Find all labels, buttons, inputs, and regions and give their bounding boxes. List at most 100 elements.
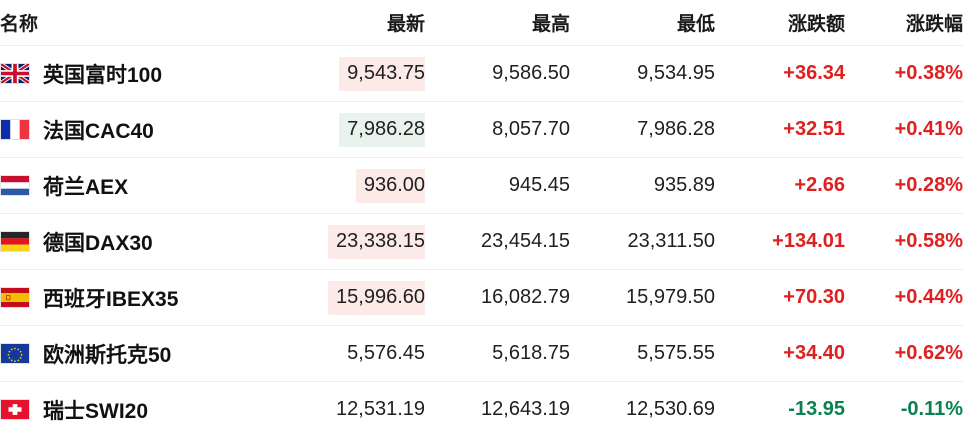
low-price-value: 5,575.55: [637, 342, 715, 364]
high-price-value: 16,082.79: [481, 286, 570, 308]
change-percent-value: -0.11%: [900, 398, 963, 421]
cell-change-percent: -0.11%: [845, 381, 963, 438]
index-name-label: 法国CAC40: [43, 119, 154, 143]
cell-index-name[interactable]: 欧洲斯托克50: [0, 325, 300, 382]
column-header-last[interactable]: 最新: [300, 0, 425, 46]
cell-last-price: 12,531.19: [300, 381, 425, 438]
low-price-value: 12,530.69: [626, 398, 715, 421]
change-amount-value: +32.51: [783, 118, 845, 140]
cell-last-price: 5,576.45: [300, 325, 425, 382]
column-header-high[interactable]: 最高: [425, 0, 570, 46]
cell-change-percent: +0.58%: [845, 213, 963, 270]
cell-high-price: 23,454.15: [425, 213, 570, 270]
cell-index-name[interactable]: 荷兰AEX: [0, 157, 300, 214]
table-row[interactable]: 瑞士SWI20 12,531.19 12,643.19 12,530.69 -13.95…: [0, 381, 963, 438]
flag-germany-icon: [0, 231, 30, 252]
change-amount-value: -13.95: [788, 398, 845, 421]
cell-low-price: 5,575.55: [570, 325, 715, 382]
cell-high-price: 945.45: [425, 157, 570, 214]
cell-low-price: 7,986.28: [570, 101, 715, 158]
cell-index-name[interactable]: 德国DAX30: [0, 213, 300, 270]
table-header-row: 名称 最新 最高 最低 涨跌额 涨跌幅: [0, 0, 963, 46]
change-amount-value: +134.01: [772, 230, 845, 252]
cell-change-amount: +70.30: [715, 269, 845, 326]
cell-change-percent: +0.62%: [845, 325, 963, 382]
cell-low-price: 935.89: [570, 157, 715, 214]
high-price-value: 945.45: [508, 174, 570, 196]
cell-index-name[interactable]: 法国CAC40: [0, 101, 300, 158]
cell-index-name[interactable]: 西班牙IBEX35: [0, 269, 300, 326]
column-header-name[interactable]: 名称: [0, 0, 300, 46]
cell-change-amount: +134.01: [715, 213, 845, 270]
cell-last-price: 7,986.28: [300, 101, 433, 158]
change-amount-value: +34.40: [783, 342, 845, 364]
cell-high-price: 8,057.70: [425, 101, 570, 158]
index-name-label: 德国DAX30: [43, 231, 153, 255]
last-price-value: 9,543.75: [339, 56, 433, 91]
cell-low-price: 9,534.95: [570, 45, 715, 102]
table-row[interactable]: 法国CAC40 7,986.28 8,057.70 7,986.28 +32.51 +0.…: [0, 101, 963, 158]
table-row[interactable]: 欧洲斯托克50 5,576.45 5,618.75 5,575.55 +34.40 +0.…: [0, 325, 963, 382]
cell-last-price: 936.00: [300, 157, 433, 214]
change-percent-value: +0.28%: [894, 174, 963, 196]
cell-change-amount: +36.34: [715, 45, 845, 102]
cell-change-amount: +2.66: [715, 157, 845, 214]
index-name-label: 英国富时100: [43, 63, 163, 87]
column-header-change[interactable]: 涨跌额: [715, 0, 845, 46]
table-row[interactable]: 荷兰AEX 936.00 945.45 935.89 +2.66 +0.28%: [0, 157, 963, 214]
table-body: 英国富时100 9,543.75 9,586.50 9,534.95 +36.34 +0.…: [0, 45, 963, 438]
high-price-value: 12,643.19: [481, 398, 570, 421]
change-amount-value: +2.66: [794, 174, 845, 196]
index-name-label: 荷兰AEX: [43, 175, 129, 199]
table-row[interactable]: 英国富时100 9,543.75 9,586.50 9,534.95 +36.34 +0.…: [0, 45, 963, 102]
cell-change-percent: +0.28%: [845, 157, 963, 214]
cell-last-price: 15,996.60: [300, 269, 433, 326]
flag-france-icon: [0, 119, 30, 140]
index-name-label: 瑞士SWI20: [43, 399, 149, 423]
cell-low-price: 12,530.69: [570, 381, 715, 438]
last-price-value: 23,338.15: [328, 224, 433, 259]
low-price-value: 23,311.50: [627, 230, 716, 252]
cell-index-name[interactable]: 瑞士SWI20: [0, 381, 300, 438]
cell-change-amount: +32.51: [715, 101, 845, 158]
index-name-label: 西班牙IBEX35: [43, 287, 179, 311]
cell-low-price: 15,979.50: [570, 269, 715, 326]
change-amount-value: +70.30: [783, 286, 845, 308]
cell-change-percent: +0.38%: [845, 45, 963, 102]
table-header: 名称 最新 最高 最低 涨跌额 涨跌幅: [0, 0, 963, 46]
last-price-value: 7,986.28: [339, 112, 433, 147]
cell-change-percent: +0.41%: [845, 101, 963, 158]
change-percent-value: +0.62%: [894, 342, 963, 364]
cell-index-name[interactable]: 英国富时100: [0, 45, 300, 102]
cell-high-price: 12,643.19: [425, 381, 570, 438]
change-percent-value: +0.38%: [894, 62, 963, 84]
change-percent-value: +0.41%: [894, 118, 963, 140]
last-price-value: 15,996.60: [328, 280, 433, 315]
index-name-label: 欧洲斯托克50: [43, 343, 172, 367]
low-price-value: 7,986.28: [637, 118, 715, 140]
table-row[interactable]: 西班牙IBEX35 15,996.60 16,082.79 15,979.50 +70.…: [0, 269, 963, 326]
column-header-low[interactable]: 最低: [570, 0, 715, 46]
cell-high-price: 16,082.79: [425, 269, 570, 326]
cell-change-amount: -13.95: [715, 381, 845, 438]
flag-spain-icon: [0, 287, 30, 308]
flag-eu-icon: [0, 343, 30, 364]
flag-uk-icon: [0, 63, 30, 84]
cell-low-price: 23,311.50: [570, 213, 716, 270]
last-price-value: 5,576.45: [347, 341, 425, 364]
cell-change-percent: +0.44%: [845, 269, 963, 326]
flag-switzerland-icon: [0, 399, 30, 421]
high-price-value: 9,586.50: [492, 62, 570, 84]
high-price-value: 5,618.75: [492, 342, 570, 364]
cell-high-price: 9,586.50: [425, 45, 570, 102]
change-amount-value: +36.34: [783, 62, 845, 84]
low-price-value: 15,979.50: [626, 286, 715, 308]
column-header-change-percent[interactable]: 涨跌幅: [845, 0, 963, 46]
high-price-value: 23,454.15: [481, 230, 570, 252]
low-price-value: 935.89: [653, 174, 715, 196]
flag-netherlands-icon: [0, 175, 30, 196]
low-price-value: 9,534.95: [637, 62, 715, 84]
change-percent-value: +0.44%: [894, 286, 963, 308]
table-row[interactable]: 德国DAX30 23,338.15 23,454.15 23,311.50 +134.0…: [0, 213, 963, 270]
